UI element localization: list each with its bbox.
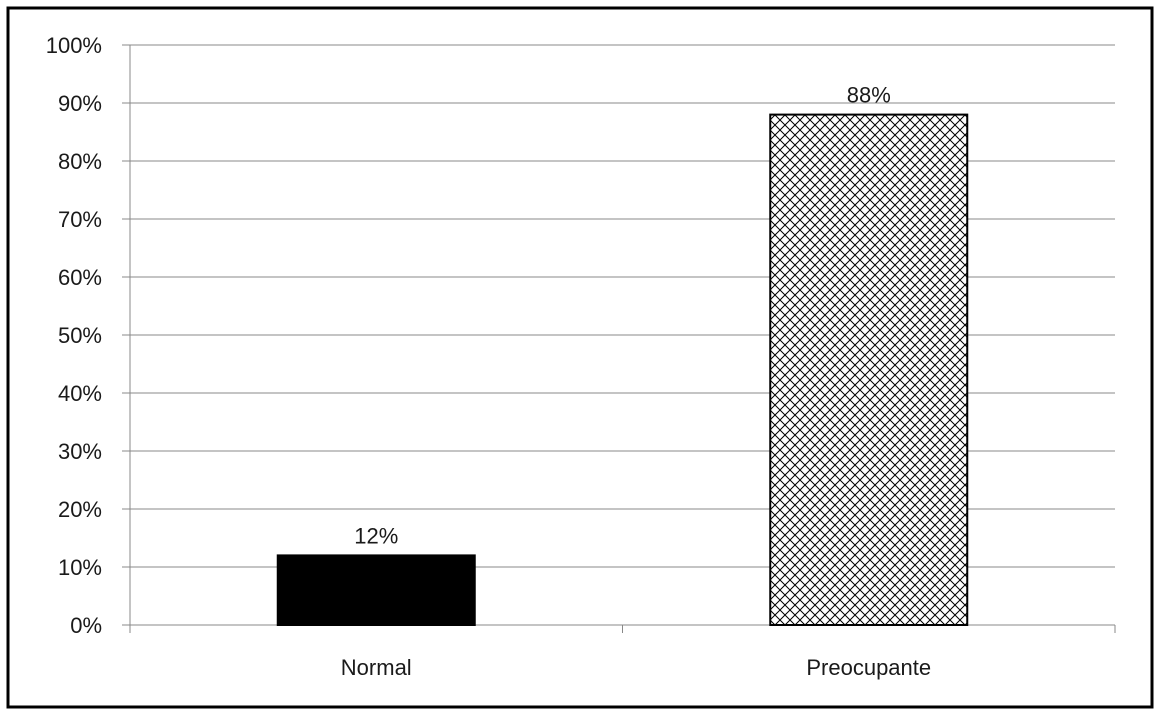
y-tick-label-30: 30% <box>58 439 102 464</box>
data-label-normal: 12% <box>354 523 398 548</box>
y-tick-label-10: 10% <box>58 555 102 580</box>
outer-border <box>6 6 1154 709</box>
y-tick-label-70: 70% <box>58 207 102 232</box>
data-label-preocupante: 88% <box>847 83 891 108</box>
y-tick-label-50: 50% <box>58 323 102 348</box>
y-tick-label-90: 90% <box>58 91 102 116</box>
bars <box>276 113 969 627</box>
y-tick-label-60: 60% <box>58 265 102 290</box>
x-tick-label-preocupante: Preocupante <box>806 655 931 680</box>
data-labels: 12% 88% <box>354 83 891 549</box>
bar-normal <box>276 554 476 627</box>
y-tick-label-40: 40% <box>58 381 102 406</box>
y-tick-label-0: 0% <box>70 613 102 638</box>
y-tick-label-20: 20% <box>58 497 102 522</box>
x-tick-label-normal: Normal <box>341 655 412 680</box>
bar-preocupante <box>769 113 969 626</box>
y-axis-tick-labels: 0% 10% 20% 30% 40% 50% 60% 70% 80% 90% 100% <box>46 33 102 638</box>
x-axis-tick-labels: Normal Preocupante <box>341 655 931 680</box>
gridlines <box>130 44 1115 568</box>
y-tick-label-100: 100% <box>46 33 102 58</box>
y-tick-label-80: 80% <box>58 149 102 174</box>
